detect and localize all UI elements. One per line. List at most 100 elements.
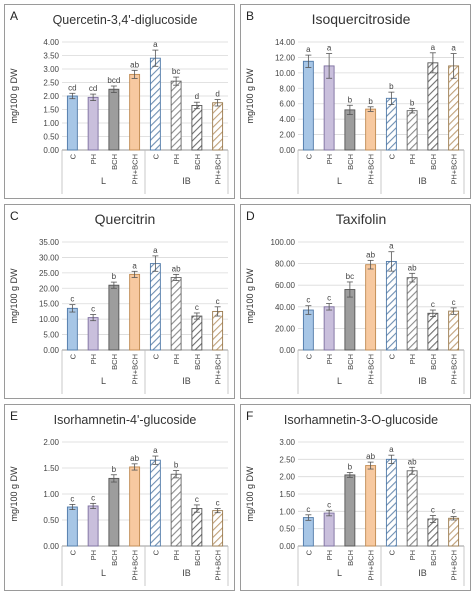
x-tick-label: C: [151, 549, 160, 555]
bar: [191, 508, 203, 547]
bar: [66, 506, 78, 547]
chart-panel-e: E Isorhamnetin-4'-glucoside mg/100 g DW 0.0…: [4, 404, 235, 591]
bar: [66, 307, 78, 351]
significance-letter: c: [70, 295, 74, 304]
x-tick-label: PH+BCH: [214, 354, 223, 385]
bar: [427, 62, 439, 151]
group-label: IB: [182, 568, 191, 578]
x-tick-label: PH: [172, 354, 181, 364]
significance-letter: b: [389, 82, 394, 91]
y-tick-label: 8.00: [279, 84, 295, 93]
significance-letter: ab: [366, 250, 375, 259]
significance-letter: c: [452, 507, 456, 516]
significance-letter: c: [195, 303, 199, 312]
group-label: IB: [418, 568, 427, 578]
significance-letter: a: [451, 44, 456, 53]
y-tick-label: 0.00: [43, 146, 59, 155]
x-tick-label: BCH: [346, 154, 355, 170]
x-tick-label: C: [151, 153, 160, 159]
panel-letter: E: [10, 409, 18, 423]
y-tick-label: 3.50: [43, 52, 59, 61]
group-label: IB: [182, 176, 191, 186]
x-tick-label: C: [68, 353, 77, 359]
y-axis-label: mg/100 g DW: [245, 68, 255, 124]
significance-letter: a: [153, 246, 158, 255]
y-tick-label: 3.00: [43, 65, 59, 74]
bar: [302, 60, 314, 151]
bar: [302, 517, 314, 547]
significance-letter: ab: [408, 263, 417, 272]
y-tick-label: 100.00: [271, 238, 296, 247]
bar: [149, 459, 161, 547]
panel-frame: [240, 204, 471, 399]
bar: [129, 73, 141, 151]
y-tick-label: 12.00: [275, 53, 296, 62]
x-tick-label: BCH: [193, 154, 202, 170]
y-tick-label: 0.00: [279, 542, 295, 551]
bar: [365, 465, 377, 547]
significance-letter: cd: [89, 84, 97, 93]
significance-letter: c: [70, 494, 74, 503]
x-tick-label: PH+BCH: [214, 550, 223, 581]
bar: [365, 108, 377, 151]
bar: [66, 95, 78, 151]
bar: [149, 263, 161, 351]
y-tick-label: 1.00: [279, 507, 295, 516]
panel-frame: [4, 204, 235, 399]
chart-title: Quercetin-3,4'-diglucoside: [53, 13, 198, 27]
y-axis-label: mg/100 g DW: [9, 268, 19, 324]
y-tick-label: 80.00: [275, 260, 296, 269]
y-tick-label: 15.00: [39, 300, 60, 309]
bar: [406, 277, 418, 351]
chart-title: Quercitrin: [95, 211, 156, 227]
y-axis-label: mg/100 g DW: [245, 466, 255, 522]
bar: [108, 284, 120, 351]
chart-panel-d: D Taxifolin mg/100 g DW 0.00 20.00 40.00 60.00…: [240, 204, 471, 399]
x-tick-label: C: [151, 353, 160, 359]
group-label: IB: [182, 376, 191, 386]
significance-letter: a: [153, 446, 158, 455]
y-tick-label: 1.50: [43, 464, 59, 473]
bar: [170, 277, 182, 351]
x-tick-label: BCH: [429, 354, 438, 370]
panel-frame: [4, 4, 235, 199]
y-tick-label: 25.00: [39, 269, 60, 278]
x-tick-label: BCH: [429, 154, 438, 170]
bar: [129, 273, 141, 351]
y-tick-label: 0.00: [279, 346, 295, 355]
significance-letter: c: [306, 296, 310, 305]
chart-title: Isorhamnetin-3-O-glucoside: [284, 413, 438, 427]
significance-letter: bc: [172, 67, 180, 76]
bar: [212, 510, 224, 547]
bar: [170, 473, 182, 547]
bar: [344, 474, 356, 547]
y-tick-label: 10.00: [275, 69, 296, 78]
x-tick-label: PH: [408, 154, 417, 164]
bar: [87, 96, 99, 151]
y-tick-label: 20.00: [275, 324, 296, 333]
y-tick-label: 0.00: [279, 146, 295, 155]
significance-letter: bc: [346, 272, 354, 281]
y-tick-label: 3.00: [279, 438, 295, 447]
bar: [191, 104, 203, 151]
chart-title: Taxifolin: [336, 211, 387, 227]
x-tick-label: PH: [408, 354, 417, 364]
y-axis-label: mg/100 g DW: [9, 466, 19, 522]
significance-letter: c: [431, 300, 435, 309]
significance-letter: a: [132, 261, 137, 270]
bar: [427, 518, 439, 547]
bar: [448, 310, 460, 351]
significance-letter: c: [327, 500, 331, 509]
significance-letter: ab: [408, 457, 417, 466]
y-tick-label: 0.50: [279, 525, 295, 534]
x-tick-label: PH: [325, 154, 334, 164]
x-tick-label: C: [387, 353, 396, 359]
x-tick-label: PH+BCH: [450, 154, 459, 185]
group-label: L: [101, 568, 106, 578]
x-tick-label: BCH: [346, 550, 355, 566]
y-tick-label: 0.50: [43, 516, 59, 525]
bar: [212, 102, 224, 151]
bar: [323, 306, 335, 351]
chart-panel-b: B Isoquercitroside mg/100 g DW 0.00 2.00 4.00…: [240, 4, 471, 199]
